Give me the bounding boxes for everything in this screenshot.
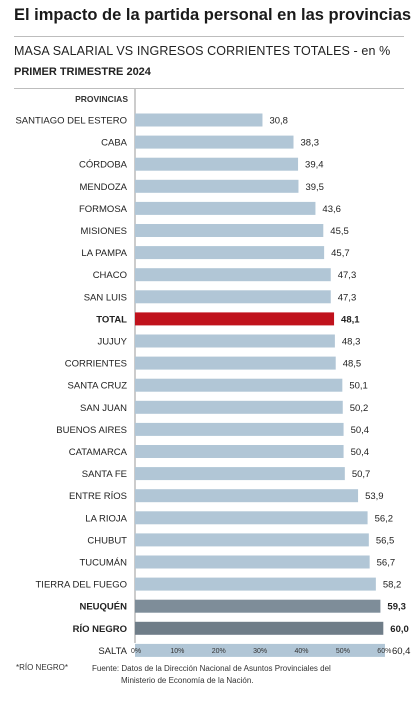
value-label: 47,3 — [338, 292, 357, 303]
x-tick-label: 30% — [253, 648, 267, 655]
bar — [135, 312, 335, 326]
source-line-2: Ministerio de Economía de la Nación. — [121, 676, 254, 685]
value-label: 45,5 — [330, 226, 349, 237]
bar — [135, 555, 370, 569]
category-label: TIERRA DEL FUEGO — [36, 580, 128, 591]
chart-subtitle: MASA SALARIAL VS INGRESOS CORRIENTES TOT… — [14, 44, 391, 58]
x-tick-label: 50% — [336, 648, 350, 655]
value-label: 39,4 — [305, 160, 324, 171]
bar — [135, 599, 381, 613]
value-label: 60,4 — [392, 646, 411, 657]
category-label: SALTA — [98, 646, 127, 657]
value-label: 50,2 — [350, 403, 369, 414]
x-tick-label: 60% — [377, 648, 391, 655]
category-label: CATAMARCA — [69, 447, 128, 458]
bar — [135, 621, 384, 635]
bar — [135, 533, 369, 547]
bar — [135, 290, 331, 304]
category-label: CHUBUT — [87, 535, 127, 546]
category-label: CABA — [101, 138, 128, 149]
value-label: 30,8 — [269, 116, 288, 127]
bar — [135, 157, 299, 171]
category-label: SANTA FE — [82, 469, 127, 480]
bar-chart: SANTIAGO DEL ESTERO 30,8 CABA 38,3 CÓRDOBA 39… — [15, 89, 411, 657]
bar — [135, 643, 385, 657]
footnote: *RÍO NEGRO* — [16, 663, 69, 672]
category-label: CORRIENTES — [65, 359, 127, 370]
category-label: SAN JUAN — [80, 403, 127, 414]
value-label: 50,4 — [351, 447, 370, 458]
value-label: 53,9 — [365, 491, 384, 502]
bar — [135, 268, 331, 282]
x-tick-label: 40% — [295, 648, 309, 655]
bar — [135, 511, 368, 525]
value-label: 45,7 — [331, 248, 350, 259]
value-label: 56,2 — [375, 513, 394, 524]
bar — [135, 135, 294, 149]
x-tick-label: 0% — [131, 648, 141, 655]
header-divider — [14, 88, 404, 89]
category-label: LA RIOJA — [85, 513, 127, 524]
category-label: SAN LUIS — [84, 292, 127, 303]
category-label: MISIONES — [81, 226, 127, 237]
title-divider — [14, 36, 404, 37]
chart-title: El impacto de la partida personal en las… — [14, 6, 412, 24]
value-label: 47,3 — [338, 270, 357, 281]
value-label: 56,5 — [376, 535, 395, 546]
chart-period: PRIMER TRIMESTRE 2024 — [14, 66, 151, 78]
value-label: 56,7 — [377, 558, 396, 569]
x-tick-label: 20% — [212, 648, 226, 655]
source-line-1: Fuente: Datos de la Dirección Nacional d… — [92, 664, 331, 673]
bar — [135, 356, 336, 370]
bar — [135, 378, 343, 392]
value-label: 48,3 — [342, 337, 361, 348]
value-label: 50,4 — [351, 425, 370, 436]
category-label: LA PAMPA — [81, 248, 127, 259]
value-label: 60,0 — [390, 624, 409, 635]
category-label: RÍO NEGRO — [73, 624, 127, 635]
bar — [135, 179, 299, 193]
category-label: SANTA CRUZ — [68, 381, 128, 392]
category-label: JUJUY — [97, 337, 127, 348]
bar — [135, 467, 345, 481]
category-label: CÓRDOBA — [79, 160, 128, 171]
category-label: BUENOS AIRES — [56, 425, 127, 436]
bar — [135, 422, 344, 436]
bar — [135, 400, 343, 414]
category-label: SANTIAGO DEL ESTERO — [15, 116, 127, 127]
category-label: TUCUMÁN — [80, 558, 128, 569]
source-note: Fuente: Datos de la Dirección Nacional d… — [92, 663, 331, 687]
bar — [135, 577, 376, 591]
value-label: 43,6 — [322, 204, 341, 215]
bar — [135, 224, 324, 237]
bar — [135, 113, 263, 127]
value-label: 58,2 — [383, 580, 402, 591]
category-label: NEUQUÉN — [79, 602, 127, 613]
bar — [135, 246, 325, 260]
value-label: 59,3 — [387, 602, 406, 613]
provinces-column-header: PROVINCIAS — [75, 94, 128, 104]
value-label: 38,3 — [301, 138, 320, 149]
category-label: TOTAL — [96, 314, 127, 325]
value-label: 50,7 — [352, 469, 371, 480]
category-label: CHACO — [93, 270, 127, 281]
category-label: MENDOZA — [80, 182, 128, 193]
bar — [135, 445, 344, 458]
bar — [135, 489, 359, 503]
category-label: FORMOSA — [79, 204, 128, 215]
value-label: 48,1 — [341, 314, 360, 325]
bar — [135, 201, 316, 215]
bar — [135, 334, 335, 348]
value-label: 48,5 — [343, 359, 362, 370]
x-tick-label: 10% — [170, 648, 184, 655]
category-label: ENTRE RÍOS — [69, 491, 127, 502]
value-label: 50,1 — [349, 381, 368, 392]
value-label: 39,5 — [305, 182, 324, 193]
